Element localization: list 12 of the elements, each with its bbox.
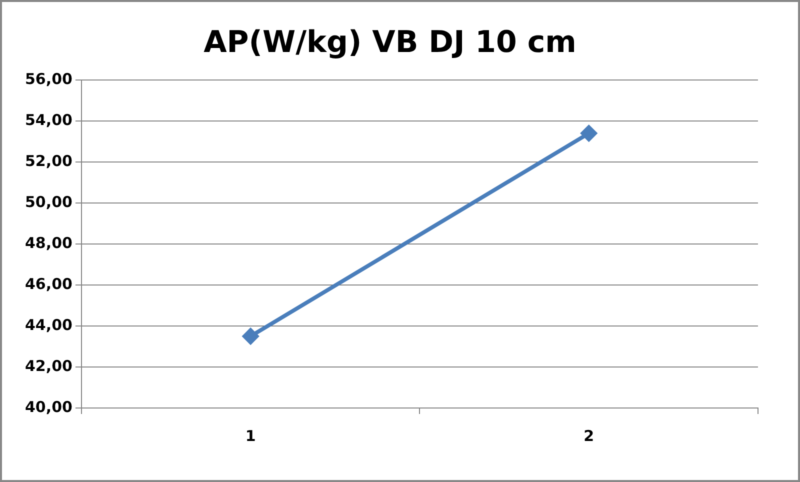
y-tick-label: 54,00 — [24, 110, 72, 129]
y-tick-label: 46,00 — [24, 274, 72, 293]
y-tick-label: 40,00 — [24, 398, 72, 416]
x-tick-label: 2 — [584, 426, 594, 445]
y-tick-label: 48,00 — [24, 234, 72, 252]
x-tick-label: 1 — [245, 426, 256, 445]
chart-title: AP(W/kg) VB DJ 10 cm — [204, 24, 576, 60]
y-tick-label: 56,00 — [24, 70, 72, 88]
y-tick-label: 44,00 — [24, 316, 72, 334]
y-tick-label: 42,00 — [24, 356, 72, 375]
y-tick-label: 52,00 — [24, 152, 72, 170]
y-tick-label: 50,00 — [24, 192, 72, 211]
